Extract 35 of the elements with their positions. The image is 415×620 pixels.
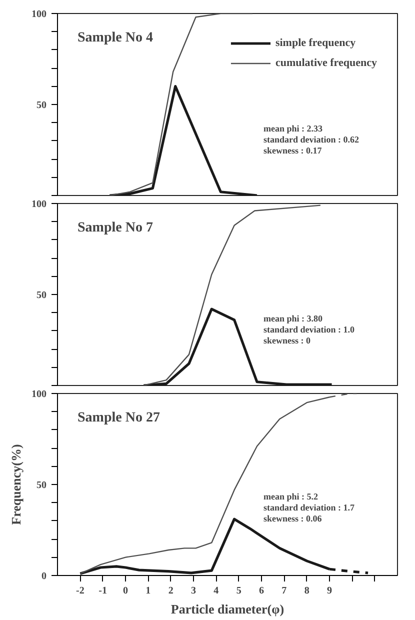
legend-label: cumulative frequency: [275, 57, 377, 69]
y-tick-label: 100: [32, 389, 46, 400]
x-tick-label: 4: [214, 586, 219, 596]
x-tick-label: -2: [76, 586, 84, 596]
y-tick-label: 50: [36, 480, 46, 491]
y-axis-title: Frequency(%): [8, 444, 24, 525]
legend-label: simple frequency: [275, 37, 356, 49]
annotation: skewness : 0: [264, 336, 312, 346]
y-tick-label: 50: [36, 100, 46, 111]
text: Sample No 27: [78, 410, 160, 426]
y-tick-label: 0: [42, 571, 46, 582]
y-tick-label: 100: [32, 9, 46, 20]
annotation: standard deviation : 1.7: [264, 502, 356, 512]
text: Sample No 4: [78, 30, 153, 46]
x-tick-label: 5: [236, 586, 242, 596]
x-tick-label: 2: [168, 586, 174, 596]
annotation: skewness : 0.17: [264, 146, 322, 156]
text: Sample No 7: [78, 220, 153, 236]
x-tick-label: 0: [123, 586, 128, 596]
annotation: mean phi : 5.2: [264, 492, 319, 502]
x-tick-label: 9: [327, 586, 332, 596]
x-tick-label: 7: [282, 586, 287, 596]
annotation: standard deviation : 1.0: [264, 324, 356, 334]
x-tick-label: 8: [304, 586, 310, 596]
x-tick-label: 6: [259, 586, 264, 596]
x-tick-label: 1: [146, 586, 151, 596]
x-tick-label: 3: [191, 586, 196, 596]
y-tick-label: 100: [32, 199, 46, 210]
annotation: standard deviation : 0.62: [264, 134, 360, 144]
x-axis-title: Particle diameter(φ): [170, 602, 284, 616]
annotation: mean phi : 2.33: [264, 124, 324, 134]
annotation: mean phi : 3.80: [264, 314, 324, 324]
y-tick-label: 50: [36, 290, 46, 301]
annotation: skewness : 0.06: [264, 514, 322, 524]
x-tick-label: -1: [98, 586, 108, 596]
